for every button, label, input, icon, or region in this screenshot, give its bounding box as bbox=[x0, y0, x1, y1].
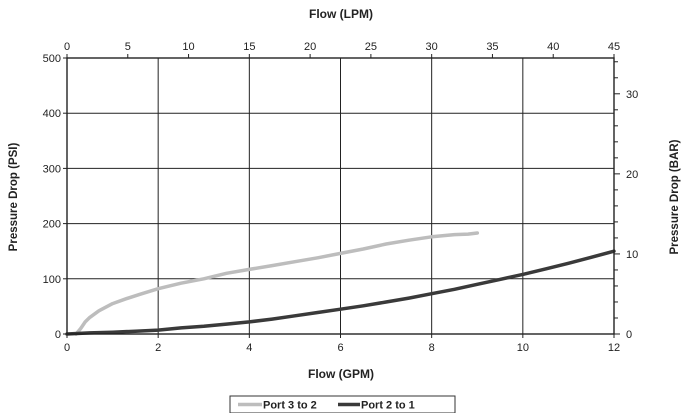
x-tick-label-10: 10 bbox=[517, 342, 529, 354]
y2-tick-label-20: 20 bbox=[626, 169, 638, 181]
legend-label-port-3-to-2: Port 3 to 2 bbox=[263, 400, 317, 412]
x2-tick-label-30: 30 bbox=[426, 41, 438, 53]
y-tick-label-400: 400 bbox=[43, 108, 61, 120]
x2-tick-label-10: 10 bbox=[182, 41, 194, 53]
x-tick-label-12: 12 bbox=[608, 342, 620, 354]
x2-tick-label-5: 5 bbox=[125, 41, 131, 53]
y2-tick-label-0: 0 bbox=[626, 329, 632, 341]
y-tick-label-200: 200 bbox=[43, 219, 61, 231]
x2-tick-label-15: 15 bbox=[243, 41, 255, 53]
x2-axis-label: Flow (LPM) bbox=[309, 7, 373, 21]
series-layer bbox=[65, 231, 616, 336]
x2-tick-label-25: 25 bbox=[365, 41, 377, 53]
x-tick-label-6: 6 bbox=[337, 342, 343, 354]
x2-tick-label-40: 40 bbox=[547, 41, 559, 53]
x-axis-label: Flow (GPM) bbox=[308, 367, 374, 381]
y-tick-label-300: 300 bbox=[43, 163, 61, 175]
x2-tick-label-45: 45 bbox=[608, 41, 620, 53]
y-axis-label: Pressure Drop (PSI) bbox=[8, 143, 20, 252]
x2-tick-label-20: 20 bbox=[304, 41, 316, 53]
y-tick-label-0: 0 bbox=[55, 329, 61, 341]
legend: Port 3 to 2 Port 2 to 1 bbox=[229, 395, 456, 413]
y2-tick-label-10: 10 bbox=[626, 249, 638, 261]
x-tick-label-0: 0 bbox=[64, 342, 70, 354]
y2-axis-label: Pressure Drop (BAR) bbox=[669, 139, 681, 254]
y-tick-label-100: 100 bbox=[43, 274, 61, 286]
y2-tick-label-30: 30 bbox=[626, 89, 638, 101]
grid bbox=[67, 58, 614, 334]
x2-tick-label-0: 0 bbox=[64, 41, 70, 53]
y-tick-label-500: 500 bbox=[43, 53, 61, 65]
x-tick-label-4: 4 bbox=[246, 342, 252, 354]
series-line-port-3-to-2 bbox=[74, 231, 480, 336]
x-tick-label-2: 2 bbox=[155, 342, 161, 354]
series-line-port-2-to-1 bbox=[65, 249, 616, 336]
ticks: 0 2 4 6 8 10 120 5 10 15 20 25 30 35 40 450100200300400… bbox=[43, 41, 639, 354]
x-tick-label-8: 8 bbox=[429, 342, 435, 354]
legend-label-port-2-to-1: Port 2 to 1 bbox=[361, 400, 415, 412]
x2-tick-label-35: 35 bbox=[486, 41, 498, 53]
